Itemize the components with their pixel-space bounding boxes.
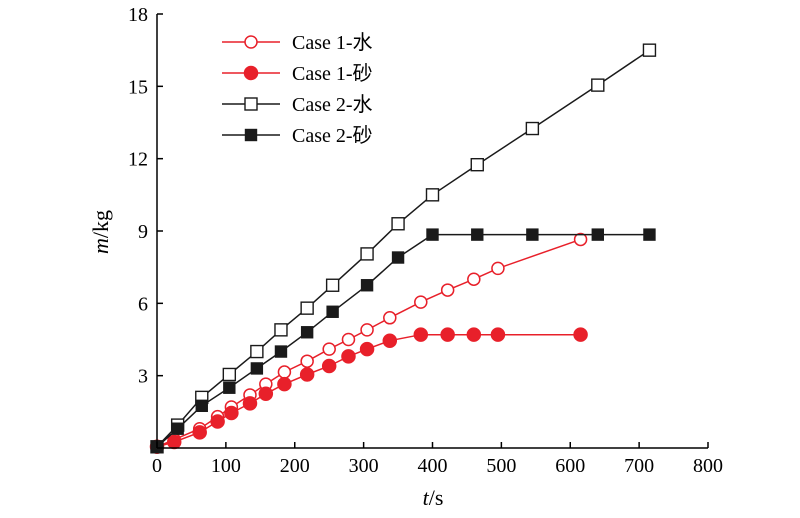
legend-label: Case 2-砂 — [292, 124, 373, 147]
data-point — [573, 232, 588, 247]
data-point — [274, 323, 288, 337]
data-point — [642, 43, 657, 57]
data-point — [391, 251, 405, 264]
y-tick-label: 3 — [138, 366, 148, 388]
data-point — [210, 414, 225, 429]
data-point — [224, 405, 239, 421]
y-tick-label: 12 — [128, 149, 148, 171]
data-point — [222, 367, 237, 382]
data-point — [360, 247, 374, 261]
data-point — [171, 422, 184, 435]
data-point — [300, 301, 314, 315]
data-point — [383, 311, 397, 325]
x-tick-label: 700 — [624, 455, 654, 477]
data-point — [299, 367, 315, 382]
data-point — [321, 358, 337, 374]
plot-area — [149, 43, 657, 455]
data-point — [242, 396, 258, 411]
legend-item: Case 1-水 — [222, 31, 373, 54]
y-tick-label: 6 — [138, 293, 148, 315]
series-2 — [149, 327, 588, 455]
legend-marker — [244, 128, 258, 142]
data-point — [413, 327, 429, 342]
data-point — [573, 327, 588, 342]
x-tick-label: 200 — [280, 455, 310, 477]
x-tick-label: 800 — [693, 455, 723, 477]
data-point — [491, 261, 505, 276]
data-point — [391, 217, 405, 231]
x-tick-label: 0 — [152, 455, 162, 477]
legend: Case 1-水 Case 1-砂 Case 2-水 Case 2-砂 — [222, 31, 373, 147]
data-point — [274, 345, 288, 358]
legend-marker — [243, 65, 259, 81]
data-point — [360, 323, 374, 337]
x-tick-label: 400 — [418, 455, 448, 477]
legend-item: Case 2-水 — [222, 93, 373, 116]
legend-label: Case 1-水 — [292, 31, 373, 54]
y-tick-label: 9 — [138, 221, 148, 243]
data-point — [591, 78, 605, 92]
legend-label: Case 1-砂 — [292, 62, 373, 85]
data-point — [426, 228, 439, 241]
legend-item: Case 2-砂 — [222, 124, 373, 147]
data-point — [360, 279, 374, 292]
data-point — [195, 399, 208, 413]
legend-marker — [244, 97, 258, 111]
data-point — [277, 376, 292, 392]
data-point — [382, 333, 398, 348]
legend-marker — [244, 35, 258, 49]
data-point — [300, 354, 314, 368]
x-tick-label: 100 — [211, 455, 241, 477]
data-point — [470, 157, 484, 172]
x-tick-label: 500 — [486, 455, 516, 477]
data-point — [591, 228, 604, 241]
x-tick-label: 300 — [349, 455, 379, 477]
data-point — [326, 305, 339, 318]
y-tick-label: 18 — [128, 4, 148, 26]
data-point — [467, 272, 481, 286]
data-point — [414, 295, 428, 309]
data-point — [471, 228, 484, 241]
axes: 0 100 200 300 400 500 600 700 800 3 6 9 12 15 18 — [128, 4, 723, 477]
legend-label: Case 2-水 — [292, 93, 373, 116]
data-point — [277, 365, 292, 379]
data-point — [490, 327, 506, 342]
data-point — [300, 326, 314, 339]
y-tick-label: 15 — [128, 76, 148, 98]
data-point — [166, 434, 182, 450]
data-point — [643, 228, 656, 241]
data-point — [250, 362, 264, 375]
x-tick-label: 600 — [555, 455, 585, 477]
data-point — [440, 283, 455, 297]
data-point — [526, 228, 539, 241]
data-point — [359, 341, 375, 357]
x-axis-title: t/s — [423, 485, 444, 510]
data-point — [223, 381, 236, 394]
data-point — [258, 386, 274, 401]
legend-item: Case 1-砂 — [222, 62, 373, 85]
data-point — [192, 425, 207, 440]
data-point — [466, 327, 482, 342]
data-point — [425, 188, 440, 202]
data-point — [322, 342, 336, 356]
data-point — [525, 121, 540, 136]
data-point — [341, 349, 356, 364]
data-point — [341, 332, 356, 347]
data-point — [325, 278, 340, 292]
data-point — [440, 327, 455, 342]
data-point — [250, 344, 264, 359]
y-axis-title: m/kg — [88, 210, 113, 254]
